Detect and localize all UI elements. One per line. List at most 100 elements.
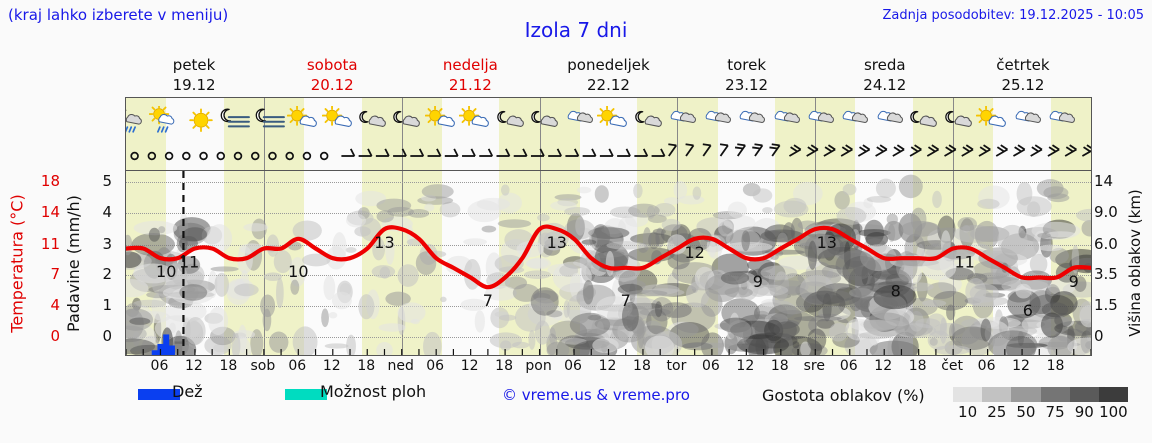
showers-legend-swatch [285, 389, 327, 400]
day-separator [815, 98, 817, 142]
moon-wind-icon [218, 99, 252, 142]
cloud-height-axis-title-text: Višina oblakov (km) [1126, 189, 1144, 337]
svg-text:8: 8 [891, 282, 901, 301]
temperature-axis-tick: 14 [40, 203, 60, 222]
rain-legend-label: Dež [172, 382, 203, 401]
sun-icon [184, 99, 218, 142]
cloud-icon [701, 99, 735, 142]
temperature-axis-tick: 7 [50, 264, 60, 283]
cloud-icon [770, 99, 804, 142]
time-tick-label: 18 [219, 358, 238, 374]
time-tick-label: 18 [495, 358, 514, 374]
day-name: sobota [306, 56, 358, 74]
cloud-density-colorbar [953, 387, 1129, 402]
night-band [126, 142, 167, 170]
cloud-height-axis-tick: 6.0 [1094, 234, 1118, 253]
cloud-icon [1011, 99, 1045, 142]
svg-text:7: 7 [621, 291, 631, 310]
temperature-axis-tick: 4 [50, 296, 60, 315]
moon-cloud-icon [632, 99, 666, 142]
cloud-density-legend-label: Gostota oblakov (%) [762, 386, 925, 405]
svg-text:10: 10 [156, 262, 176, 281]
day-name: četrtek [996, 56, 1050, 74]
last-update-label: Zadnja posodobitev: 19.12.2025 - 10:05 [882, 8, 1144, 23]
time-tick-label: 06 [288, 358, 307, 374]
time-tick-label: 06 [701, 358, 720, 374]
precipitation-axis-tick: 0 [102, 326, 112, 345]
moon-cloud-icon [390, 99, 424, 142]
time-tick-label: ned [387, 358, 414, 374]
cloud-icon [1045, 99, 1079, 142]
page-title: Izola 7 dni [524, 18, 628, 42]
grid-line [126, 213, 1091, 215]
day-column-torek: torek 23.12 [678, 55, 816, 97]
time-tick-label: 06 [977, 358, 996, 374]
svg-text:9: 9 [1069, 272, 1079, 291]
time-tick-label: 06 [839, 358, 858, 374]
time-tick-label: 12 [322, 358, 341, 374]
day-separator [815, 142, 817, 170]
cloud-density-swatch [1069, 387, 1099, 402]
day-separator [953, 142, 955, 170]
svg-text:7: 7 [483, 291, 493, 310]
svg-text:10: 10 [288, 262, 308, 281]
showers-legend-label: Možnost ploh [320, 382, 427, 401]
cloud-density-tick: 25 [987, 403, 1007, 421]
sun-cloud-icon [459, 99, 493, 142]
day-separator [401, 98, 403, 142]
cloud-icon [666, 99, 700, 142]
precipitation-axis-tick: 5 [102, 172, 112, 191]
day-column-nedelja: nedelja 21.12 [401, 55, 539, 97]
copyright-link[interactable]: © vreme.us & vreme.pro [502, 386, 690, 404]
moon-cloud-icon [907, 99, 941, 142]
cloud-icon [838, 99, 872, 142]
temperature-axis-tick: 0 [50, 326, 60, 345]
day-separator [263, 171, 265, 355]
time-tick-label: 12 [1012, 358, 1030, 374]
moon-cloud-icon [942, 99, 976, 142]
day-separator [263, 142, 265, 170]
precipitation-axis-tick: 2 [102, 264, 112, 283]
time-tick-label: 12 [874, 358, 893, 374]
day-date: 23.12 [725, 76, 769, 94]
time-axis-ticks: 06 12 18 sob 06 12 18 ned 06 12 18 pon 06 12 18 tor 06 12… [125, 358, 1092, 380]
day-header-row: petek 19.12 sobota 20.12 nedelja 21.12 ponedel… [125, 55, 1092, 97]
grid-line [126, 182, 1091, 184]
cloud-density-tick: 100 [1099, 403, 1128, 421]
chart-legend: Dež Možnost ploh © vreme.us & vreme.pro … [0, 382, 1152, 441]
svg-text:6: 6 [1023, 301, 1033, 320]
day-date: 21.12 [448, 76, 492, 94]
day-separator [401, 171, 403, 355]
day-name: ponedeljek [567, 56, 650, 74]
cloud-icon [563, 99, 597, 142]
svg-text:11: 11 [179, 252, 199, 271]
cloud-density-tick: 10 [958, 403, 978, 421]
cloud-height-axis-tick: 14 [1094, 172, 1114, 191]
time-tick-label: 12 [185, 358, 203, 374]
rain-legend-swatch [138, 389, 180, 400]
day-date: 25.12 [1001, 76, 1045, 94]
day-name: petek [172, 56, 216, 74]
cloud-density-tick: 90 [1074, 403, 1094, 421]
cloud-icon [804, 99, 838, 142]
wind-barb-strip [125, 142, 1092, 170]
precipitation-axis-title-text: Padavine (mm/h) [63, 194, 83, 332]
day-date: 20.12 [310, 76, 354, 94]
cloud-height-axis-tick: 0 [1094, 326, 1104, 345]
sun-cloud-icon [597, 99, 631, 142]
precipitation-axis-tick: 1 [102, 296, 112, 315]
forecast-plot: 10 11 10 13 7 13 7 12 9 13 8 11 6 9 [125, 170, 1092, 356]
day-separator [677, 142, 679, 170]
cloud-height-axis-ticks: 14 9.0 6.0 3.5 1.5 0 [1094, 160, 1128, 370]
temperature-axis-tick: 18 [40, 172, 60, 191]
temperature-curve [126, 224, 1091, 290]
precipitation-axis-ticks: 5 4 3 2 1 0 [86, 160, 112, 370]
day-name: torek [727, 56, 767, 74]
location-hint: (kraj lahko izberete v meniju) [8, 6, 229, 24]
cloud-density-swatch [1011, 387, 1041, 402]
svg-text:13: 13 [374, 233, 394, 252]
wind-barbs [130, 143, 1091, 161]
time-tick-label: sre [803, 358, 825, 374]
day-date: 24.12 [863, 76, 907, 94]
